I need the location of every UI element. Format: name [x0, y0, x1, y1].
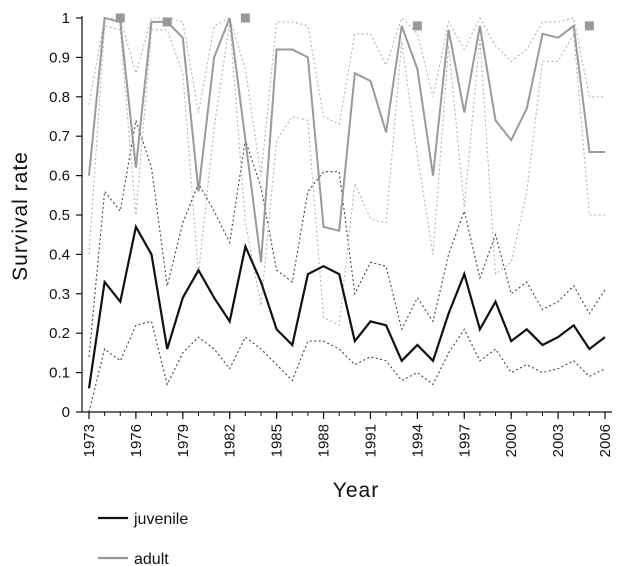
legend-juvenile-label: juvenile: [133, 511, 188, 528]
y-tick-label: 0.1: [49, 365, 70, 382]
x-ticks: 1973 1976 1979 1982 1985 1988 1991 1994 1997 2000…: [81, 412, 614, 457]
x-tick-label: 1979: [175, 424, 192, 457]
x-tick-label: 2006: [597, 424, 614, 457]
x-tick-label: 2000: [503, 424, 520, 457]
x-tick-label: 1991: [362, 424, 379, 457]
y-tick-label: 0.9: [49, 49, 70, 66]
y-tick-label: 0.8: [49, 89, 70, 106]
adult-marker-point: [115, 13, 125, 23]
legend: juvenile adult: [98, 511, 188, 566]
x-tick-label: 1973: [81, 424, 98, 457]
y-tick-label: 0.7: [49, 128, 70, 145]
adult-marker-point: [412, 21, 422, 31]
adult-markers: [115, 13, 594, 31]
x-tick-label: 1988: [316, 424, 333, 457]
adult-marker-point: [162, 17, 172, 27]
x-tick-label: 1994: [409, 424, 426, 457]
plot-area: [87, 13, 606, 413]
x-tick-label: 1985: [269, 424, 286, 457]
y-axis-title: Survival rate: [9, 151, 32, 281]
juvenile-series-line: [87, 223, 606, 389]
y-ticks: 0 0.1 0.2 0.3 0.4 0.5 0.6 0.7 0.8 0.9 1: [49, 10, 82, 421]
juvenile-ci-upper-line: [88, 120, 606, 357]
y-tick-label: 0.2: [49, 325, 70, 342]
series-lines: [87, 16, 606, 389]
axes: 00.10.20.30.40.50.60.70.80.91 1973 1976 19…: [49, 10, 614, 457]
y-tick-label: 0.5: [49, 207, 70, 224]
legend-adult-label: adult: [134, 551, 169, 566]
adult-marker-point: [584, 21, 594, 31]
x-axis-title: Year: [333, 479, 379, 502]
juvenile-ci-lower-line: [88, 320, 606, 413]
x-tick-label: 2003: [550, 424, 567, 457]
x-tick-label: 1976: [128, 424, 145, 457]
adult-marker-point: [240, 13, 250, 23]
adult-ci-lower-line: [88, 21, 605, 327]
y-tick-label: 0.6: [49, 168, 70, 185]
x-tick-label: 1982: [222, 424, 239, 457]
y-tick-label: 0: [62, 404, 70, 421]
adult-ci-upper-line: [88, 16, 605, 176]
confidence-bands: [88, 16, 606, 413]
y-tick-label: 0.4: [49, 246, 70, 263]
adult-series-line: [88, 16, 605, 263]
y-tick-label: 0.3: [49, 286, 70, 303]
x-tick-label: 1997: [456, 424, 473, 457]
y-tick-label: 1: [62, 10, 70, 27]
